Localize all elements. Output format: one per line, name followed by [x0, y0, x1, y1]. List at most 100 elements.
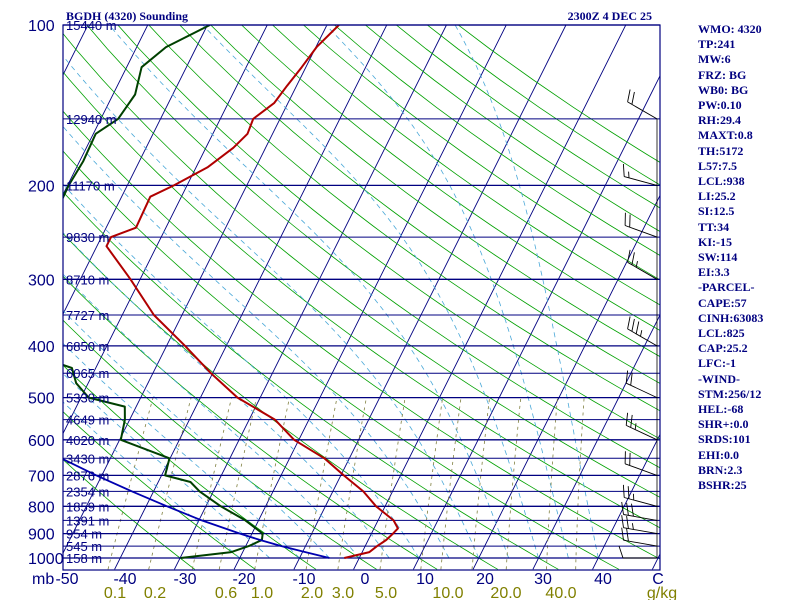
wind-barb — [625, 412, 658, 441]
wind-barb — [621, 527, 658, 547]
temperature-tick-label: -50 — [55, 571, 78, 588]
dewpoint-trace — [63, 25, 264, 559]
index-item: LCL:825 — [698, 326, 745, 341]
wind-barb — [621, 501, 658, 521]
height-label: 954 m — [66, 527, 102, 542]
height-label: 158 m — [66, 551, 102, 566]
index-item: EHI:0.0 — [698, 447, 740, 462]
mb-unit-label: mb — [32, 571, 54, 588]
dry-adiabat — [63, 275, 438, 570]
dry-adiabat — [63, 232, 498, 570]
temperature-tick-label: -30 — [173, 571, 196, 588]
index-item: KI:-15 — [698, 234, 732, 249]
dry-adiabat — [333, 25, 660, 256]
index-item: BSHR:25 — [698, 478, 747, 493]
isotherm-line — [293, 25, 567, 570]
temperature-tick-label: -10 — [292, 571, 315, 588]
moist-adiabat — [63, 373, 270, 559]
height-label: 6850 m — [66, 339, 109, 354]
index-item: FRZ: BG — [698, 67, 747, 82]
height-label: 545 m — [66, 539, 102, 554]
isotherm-line — [114, 25, 388, 570]
wind-barb — [625, 370, 658, 399]
index-item: RH:29.4 — [698, 113, 741, 128]
pressure-tick-label: 900 — [28, 527, 55, 544]
pressure-tick-label: 700 — [28, 468, 55, 485]
wind-barbs — [618, 89, 658, 559]
dry-adiabat — [63, 32, 660, 498]
dry-adiabat — [86, 25, 660, 469]
mixing-ratio-line — [254, 397, 290, 570]
index-item: WMO: 4320 — [698, 22, 762, 36]
wind-barb — [624, 212, 658, 238]
index-item: -PARCEL- — [698, 280, 755, 295]
height-label: 11170 m — [66, 178, 115, 193]
temperature-tick-label: 0 — [361, 571, 370, 588]
mixing-ratio-line — [546, 397, 558, 570]
dry-adiabat — [63, 319, 377, 570]
wind-barb — [622, 163, 658, 186]
pressure-tick-label: 800 — [28, 499, 55, 516]
index-item: MW:6 — [698, 52, 731, 67]
index-item: PW:0.10 — [698, 98, 742, 113]
mixing-ratio-line — [471, 397, 490, 570]
temperature-tick-label: -40 — [113, 571, 136, 588]
pressure-tick-label: 1000 — [28, 551, 64, 568]
index-item: SHR+:0.0 — [698, 417, 749, 432]
wind-barb — [624, 451, 658, 476]
temperature-tick-label: 40 — [594, 571, 612, 588]
dry-adiabat — [241, 25, 660, 331]
chart-title: BGDH (4320) Sounding — [66, 9, 188, 23]
mixing-ratio-line — [148, 397, 192, 570]
pressure-tick-label: 200 — [28, 178, 55, 195]
moist-adiabat — [63, 401, 241, 559]
wind-barb — [627, 249, 658, 280]
dry-adiabat — [179, 25, 660, 384]
chart-time: 2300Z 4 DEC 25 — [568, 9, 652, 23]
isotherm-line — [63, 25, 208, 316]
index-item: -WIND- — [698, 371, 740, 386]
isotherm-line — [353, 25, 627, 570]
plot-frame — [62, 24, 661, 571]
mixing-ratio-line — [218, 397, 257, 570]
height-label: 6065 m — [66, 366, 109, 381]
temperature-trace — [105, 25, 399, 559]
mixing-ratio-label: 0.1 — [104, 585, 126, 600]
dry-adiabat — [63, 71, 660, 529]
wind-barb — [618, 545, 657, 559]
height-label: 3430 m — [66, 451, 109, 466]
index-item: CINH:63083 — [698, 310, 764, 325]
index-item: SRDS:101 — [698, 432, 751, 447]
height-label: 1391 m — [66, 513, 109, 528]
index-item: L57:7.5 — [698, 158, 737, 173]
index-item: SI:12.5 — [698, 204, 735, 219]
mixing-ratio-line — [305, 397, 338, 570]
dry-adiabat — [271, 25, 660, 306]
height-label: 12940 m — [66, 112, 117, 127]
index-item: TP:241 — [698, 37, 736, 52]
index-item: MAXT:0.8 — [698, 128, 753, 143]
mixing-ratio-line — [337, 397, 367, 570]
pressure-tick-label: 500 — [28, 391, 55, 408]
index-item: TT:34 — [698, 219, 730, 234]
parcel-trace — [63, 458, 330, 559]
isotherm-line — [233, 25, 507, 570]
index-item: HEL:-68 — [698, 402, 744, 417]
height-label: 5330 m — [66, 391, 109, 406]
pressure-tick-label: 400 — [28, 339, 55, 356]
temperature-tick-label: 10 — [416, 571, 434, 588]
dry-adiabat — [210, 25, 660, 358]
pressure-tick-label: 300 — [28, 272, 55, 289]
isotherm-line — [63, 25, 149, 196]
isotherm-line — [63, 25, 268, 435]
wind-barb — [621, 515, 658, 535]
height-label: 2354 m — [66, 484, 109, 499]
height-label: 1859 m — [66, 499, 109, 514]
mixing-ratio-label: 0.2 — [144, 585, 166, 600]
wind-barb — [627, 316, 658, 347]
index-item: LCL:938 — [698, 174, 745, 189]
dry-adiabat — [117, 25, 660, 440]
index-item: SW:114 — [698, 250, 738, 265]
